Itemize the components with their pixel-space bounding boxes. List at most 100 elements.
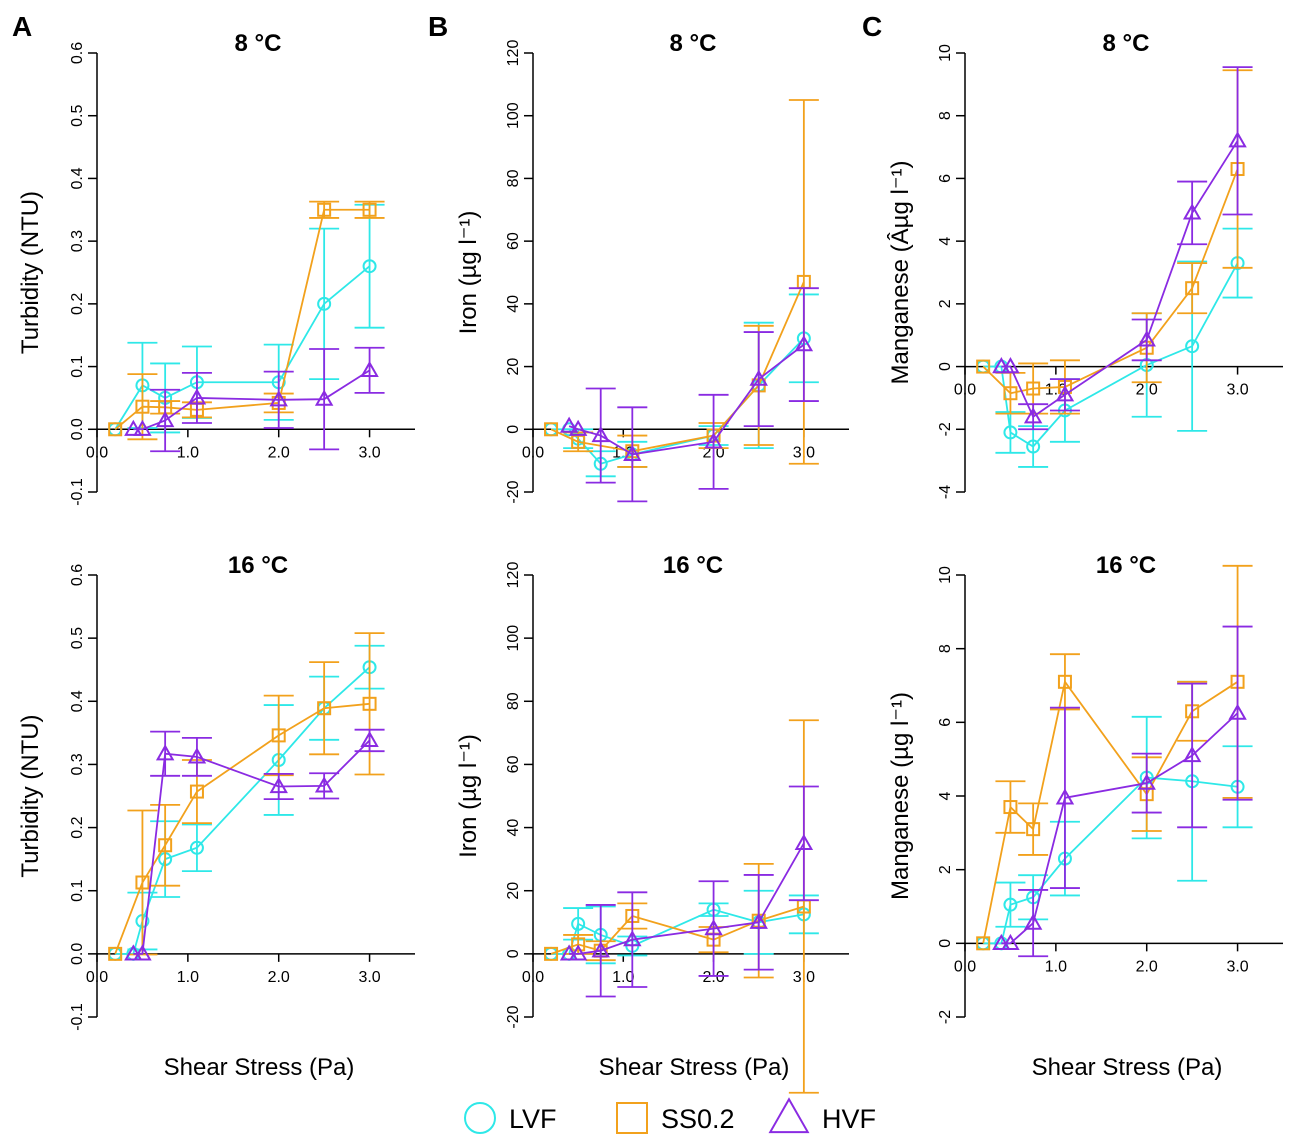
y-tick-label: 0 bbox=[505, 949, 522, 958]
error-bar bbox=[1177, 180, 1208, 246]
chart-panel-2: B 8 °C -20 0 20 40 60 80 100 120 Iron (µg l⁻¹) 0.0 1… bbox=[428, 11, 849, 504]
x-tick-label: 3.0 bbox=[358, 969, 380, 986]
legend-marker bbox=[768, 1097, 810, 1134]
y-tick-label: 100 bbox=[505, 625, 522, 652]
chart-title: 16 °C bbox=[1096, 552, 1156, 579]
data-point bbox=[1003, 425, 1018, 440]
y-tick-label: 6 bbox=[937, 718, 954, 727]
legend-label: LVF bbox=[509, 1104, 557, 1134]
error-bar bbox=[995, 411, 1026, 454]
chart-title: 8 °C bbox=[235, 30, 282, 57]
data-point bbox=[135, 399, 150, 414]
data-point bbox=[794, 833, 814, 850]
data-point bbox=[1026, 381, 1041, 396]
data-point bbox=[623, 930, 642, 947]
data-point bbox=[1228, 703, 1247, 720]
data-point bbox=[1003, 897, 1018, 912]
x-tick-label: 1.0 bbox=[1045, 958, 1067, 975]
error-bar bbox=[1177, 682, 1208, 829]
error-bar bbox=[1131, 318, 1162, 362]
error-bar bbox=[788, 287, 819, 402]
x-tick-label: 0.0 bbox=[86, 969, 108, 986]
series-ss02 bbox=[108, 200, 385, 441]
error-bar bbox=[263, 370, 294, 429]
data-point bbox=[704, 432, 723, 449]
data-point bbox=[1137, 773, 1156, 790]
y-tick-label: 10 bbox=[937, 44, 954, 62]
series-ss02 bbox=[108, 632, 385, 961]
x-tick-label: 3.0 bbox=[1226, 958, 1248, 975]
error-bar bbox=[995, 371, 1026, 415]
y-axis-label: Iron (µg l⁻¹) bbox=[455, 734, 482, 858]
error-bar bbox=[788, 99, 819, 465]
data-point bbox=[271, 728, 286, 743]
series-ss02 bbox=[976, 564, 1253, 951]
y-tick-label: 0.5 bbox=[69, 627, 86, 649]
y-axis-label: Turbidity (NTU) bbox=[17, 191, 44, 354]
error-bar bbox=[181, 737, 212, 777]
y-tick-label: 6 bbox=[937, 174, 954, 183]
data-point bbox=[1003, 386, 1018, 401]
series-hvf bbox=[992, 66, 1253, 431]
x-tick-label: 2.0 bbox=[268, 969, 290, 986]
series-line bbox=[114, 702, 370, 955]
data-point bbox=[976, 936, 991, 951]
chart-title: 16 °C bbox=[228, 552, 288, 579]
chart-panel-5: 16 °C -20 0 20 40 60 80 100 120 Iron (µg l⁻¹) 0.0 1… bbox=[455, 552, 849, 1094]
data-point bbox=[1023, 913, 1043, 930]
data-point bbox=[135, 875, 150, 890]
y-tick-label: 80 bbox=[505, 692, 522, 710]
series-lvf bbox=[976, 227, 1253, 468]
x-tick-label: 2.0 bbox=[268, 444, 290, 461]
x-axis-label: Shear Stress (Pa) bbox=[599, 1054, 790, 1081]
error-bar bbox=[1131, 752, 1162, 814]
data-point bbox=[544, 946, 559, 961]
error-bar bbox=[743, 874, 774, 971]
data-point bbox=[317, 202, 332, 217]
error-bar bbox=[585, 904, 616, 998]
error-bar bbox=[995, 881, 1026, 928]
y-tick-label: -20 bbox=[505, 480, 522, 503]
data-point bbox=[591, 426, 610, 443]
error-bar bbox=[1018, 802, 1049, 856]
series-line bbox=[114, 208, 370, 430]
y-tick-label: -0.1 bbox=[69, 1003, 86, 1031]
x-axis-label: Shear Stress (Pa) bbox=[164, 1054, 355, 1081]
data-point bbox=[1185, 339, 1200, 354]
x-tick-label: 3.0 bbox=[358, 444, 380, 461]
data-point bbox=[317, 701, 332, 716]
x-tick-label: 0.0 bbox=[954, 958, 976, 975]
error-bar bbox=[698, 393, 729, 490]
chart-panel-1: A8 °C-0.10.00.10.20.30.40.50.6Turbidity … bbox=[12, 11, 415, 506]
y-axis-label: Iron (µg l⁻¹) bbox=[455, 211, 482, 335]
error-bar bbox=[309, 661, 340, 756]
y-axis-label: Manganese (Âµg l⁻¹) bbox=[887, 161, 914, 385]
data-point bbox=[360, 360, 379, 377]
data-point bbox=[155, 744, 175, 761]
y-tick-label: 40 bbox=[505, 295, 522, 313]
data-point bbox=[1023, 407, 1043, 424]
series-hvf bbox=[124, 728, 385, 961]
y-tick-label: 20 bbox=[505, 358, 522, 376]
data-point bbox=[1057, 674, 1072, 689]
data-point bbox=[1001, 933, 1020, 950]
error-bar bbox=[743, 331, 774, 428]
data-point bbox=[992, 933, 1011, 950]
data-point bbox=[1182, 745, 1202, 763]
panel-letter: C bbox=[862, 11, 882, 42]
series-line bbox=[983, 262, 1239, 448]
y-tick-label: 0.4 bbox=[69, 690, 86, 712]
data-point bbox=[559, 416, 579, 433]
data-point bbox=[362, 202, 377, 217]
y-axis: -4 -2 0 2 4 6 8 10 bbox=[937, 44, 966, 499]
legend-item-lvf: LVF bbox=[464, 1102, 557, 1134]
error-bar bbox=[181, 823, 212, 873]
series-line bbox=[1001, 712, 1239, 945]
y-tick-label: 8 bbox=[937, 644, 954, 653]
x-tick-label: 2.0 bbox=[702, 969, 724, 986]
data-point bbox=[1001, 357, 1020, 374]
series-hvf bbox=[559, 287, 819, 503]
data-point bbox=[591, 941, 610, 958]
y-axis: -20 0 20 40 60 80 100 120 bbox=[505, 562, 534, 1029]
series-line bbox=[550, 905, 805, 955]
